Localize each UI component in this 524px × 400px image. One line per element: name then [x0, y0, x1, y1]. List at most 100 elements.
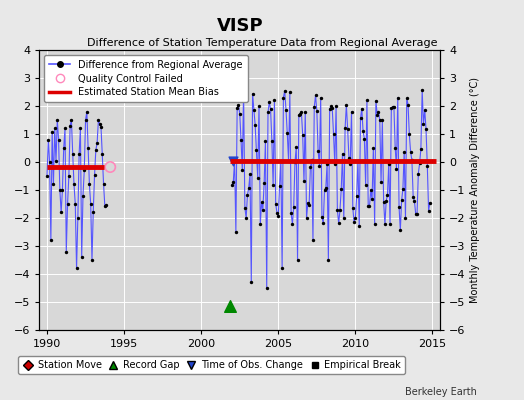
Point [43, 173, 51, 179]
Point [239, 89, 248, 95]
Point [394, 94, 402, 101]
Point [278, 265, 286, 272]
Point [300, 178, 308, 185]
Point [231, 158, 239, 164]
Point [98, 151, 106, 157]
Point [274, 212, 282, 219]
Point [56, 187, 64, 193]
Point [422, 126, 430, 133]
Point [310, 104, 319, 110]
Point [411, 211, 420, 218]
Point [46, 159, 54, 165]
Point [71, 201, 80, 207]
Point [84, 145, 92, 151]
Point [336, 207, 344, 214]
Point [90, 172, 99, 178]
Point [346, 160, 354, 167]
Point [76, 125, 84, 132]
Point [351, 214, 359, 221]
Point [102, 202, 110, 208]
Point [401, 215, 410, 221]
Point [243, 192, 252, 198]
Point [89, 208, 97, 215]
Point [372, 98, 380, 104]
Point [392, 165, 401, 172]
Point [370, 220, 379, 227]
Point [63, 201, 72, 207]
Point [356, 115, 365, 122]
Point [242, 215, 250, 221]
Point [425, 200, 434, 206]
Point [285, 158, 293, 164]
Point [417, 146, 425, 152]
Point [263, 285, 271, 291]
Point [337, 186, 345, 192]
Point [400, 149, 408, 155]
Point [294, 112, 303, 118]
Point [279, 94, 288, 101]
Y-axis label: Monthly Temperature Anomaly Difference (°C): Monthly Temperature Anomaly Difference (… [470, 77, 480, 303]
Point [53, 117, 61, 123]
Point [75, 150, 83, 157]
Point [280, 88, 289, 94]
Point [301, 108, 310, 115]
Point [67, 117, 75, 123]
Point [343, 126, 352, 132]
Point [333, 207, 342, 213]
Point [397, 197, 406, 204]
Point [377, 179, 385, 185]
Point [270, 97, 279, 104]
Point [282, 106, 290, 113]
Point [57, 209, 66, 216]
Point [100, 180, 108, 187]
Point [69, 150, 77, 157]
Point [387, 105, 396, 112]
Point [273, 210, 281, 216]
Point [350, 219, 358, 226]
Point [249, 106, 258, 113]
Point [229, 178, 237, 185]
Point [386, 220, 394, 227]
Point [233, 105, 242, 111]
Text: Berkeley Earth: Berkeley Earth [405, 387, 477, 397]
Point [289, 204, 298, 210]
Point [331, 160, 339, 167]
Point [423, 163, 431, 169]
Point [95, 120, 104, 127]
Point [308, 157, 316, 163]
Point [72, 265, 81, 272]
Point [70, 181, 78, 188]
Legend: Station Move, Record Gap, Time of Obs. Change, Empirical Break: Station Move, Record Gap, Time of Obs. C… [18, 356, 405, 374]
Point [61, 125, 69, 132]
Point [409, 194, 418, 200]
Point [404, 102, 412, 108]
Point [396, 227, 405, 233]
Point [235, 110, 244, 117]
Point [260, 180, 268, 186]
Point [313, 107, 321, 114]
Point [355, 223, 364, 230]
Point [245, 185, 253, 191]
Point [418, 87, 427, 93]
Point [78, 254, 86, 260]
Point [291, 159, 299, 165]
Point [348, 204, 357, 211]
Point [79, 192, 87, 199]
Point [293, 257, 302, 263]
Point [378, 117, 387, 123]
Point [316, 94, 325, 101]
Point [302, 215, 311, 221]
Title: VISP: VISP [216, 16, 263, 34]
Point [248, 90, 257, 97]
Point [379, 198, 388, 205]
Text: Difference of Station Temperature Data from Regional Average: Difference of Station Temperature Data f… [87, 38, 437, 48]
Point [299, 132, 307, 138]
Point [47, 237, 55, 244]
Point [85, 181, 94, 188]
Point [323, 161, 331, 167]
Point [86, 201, 95, 207]
Point [255, 103, 263, 109]
Point [325, 106, 334, 112]
Point [101, 203, 109, 209]
Point [266, 106, 275, 112]
